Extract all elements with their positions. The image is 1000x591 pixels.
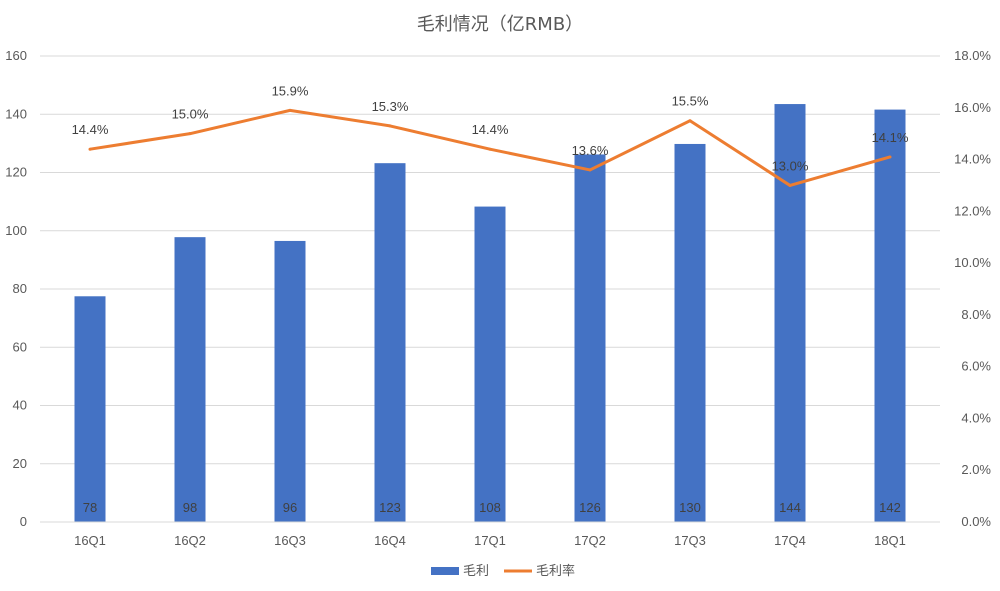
line-value-label: 14.4%	[72, 122, 109, 137]
bar	[174, 237, 206, 522]
line-point	[188, 132, 192, 136]
x-tick-label: 17Q4	[774, 533, 806, 548]
y-left-tick-label: 80	[13, 281, 27, 296]
bar-value-label: 126	[579, 500, 601, 515]
y-left-tick-label: 100	[5, 223, 27, 238]
chart-title: 毛利情况（亿RMB）	[417, 14, 583, 35]
y-right-tick-label: 0.0%	[961, 514, 991, 529]
bar-value-label: 144	[779, 500, 801, 515]
y-right-tick-label: 4.0%	[961, 410, 991, 425]
x-tick-label: 16Q2	[174, 533, 206, 548]
bar-value-label: 108	[479, 500, 501, 515]
line-value-label: 15.5%	[672, 94, 709, 109]
line-point	[388, 124, 392, 128]
bar	[774, 104, 806, 523]
x-tick-label: 16Q4	[374, 533, 406, 548]
bar-value-label: 96	[283, 500, 297, 515]
legend-swatch-gross-profit	[431, 567, 459, 575]
bar-data-labels: 78 98 96 123 108 126 130 144 142	[83, 500, 901, 515]
line-point	[88, 147, 92, 151]
line-point	[488, 147, 492, 151]
y-left-tick-label: 0	[20, 514, 27, 529]
bar	[574, 154, 606, 522]
line-point	[588, 168, 592, 172]
line-value-label: 13.6%	[572, 143, 609, 158]
y-right-tick-label: 12.0%	[954, 203, 991, 218]
x-tick-label: 16Q3	[274, 533, 306, 548]
bar	[474, 206, 506, 523]
y-right-tick-label: 16.0%	[954, 100, 991, 115]
legend-label-gross-margin: 毛利率	[536, 563, 575, 579]
line-value-label: 13.0%	[772, 158, 809, 173]
bar	[874, 109, 906, 522]
line-point	[288, 108, 292, 112]
x-tick-label: 17Q3	[674, 533, 706, 548]
x-tick-label: 18Q1	[874, 533, 906, 548]
line-value-label: 14.1%	[872, 130, 909, 145]
y-left-tick-label: 40	[13, 398, 27, 413]
bar-value-label: 142	[879, 500, 901, 515]
bar	[374, 163, 406, 522]
y-left-tick-label: 120	[5, 165, 27, 180]
bar	[674, 143, 706, 522]
line-value-label: 15.0%	[172, 107, 209, 122]
bar-value-label: 78	[83, 500, 97, 515]
line-point	[788, 183, 792, 187]
line-point	[688, 119, 692, 123]
x-axis: 16Q1 16Q2 16Q3 16Q4 17Q1 17Q2 17Q3 17Q4 18Q1	[40, 521, 940, 548]
bar	[74, 296, 106, 522]
bar-series-gross-profit	[74, 104, 906, 523]
bar-value-label: 98	[183, 500, 197, 515]
x-tick-label: 17Q2	[574, 533, 606, 548]
bar-value-label: 130	[679, 500, 701, 515]
legend: 毛利 毛利率	[431, 563, 575, 579]
y-left-tick-label: 140	[5, 106, 27, 121]
y-left-tick-label: 20	[13, 456, 27, 471]
y-right-tick-label: 2.0%	[961, 462, 991, 477]
y-axis-right: 0.0% 2.0% 4.0% 6.0% 8.0% 10.0% 12.0% 14.0% 16.0%…	[954, 48, 991, 529]
y-right-tick-label: 18.0%	[954, 48, 991, 63]
y-left-tick-label: 160	[5, 48, 27, 63]
bar	[274, 240, 306, 522]
y-left-tick-label: 60	[13, 339, 27, 354]
line-point	[888, 155, 892, 159]
bar-value-label: 123	[379, 500, 401, 515]
line-value-label: 15.9%	[272, 83, 309, 98]
y-axis-left: 0 20 40 60 80 100 120 140 160	[5, 48, 27, 529]
x-tick-label: 17Q1	[474, 533, 506, 548]
line-value-label: 15.3%	[372, 99, 409, 114]
line-value-label: 14.4%	[472, 122, 509, 137]
y-right-tick-label: 8.0%	[961, 307, 991, 322]
y-right-tick-label: 14.0%	[954, 152, 991, 167]
line-series-gross-margin	[88, 108, 892, 187]
legend-label-gross-profit: 毛利	[463, 564, 489, 579]
line-data-labels: 14.4% 15.0% 15.9% 15.3% 14.4% 13.6% 15.5% 13.0%…	[72, 83, 909, 173]
y-right-tick-label: 6.0%	[961, 359, 991, 374]
y-right-tick-label: 10.0%	[954, 255, 991, 270]
x-tick-label: 16Q1	[74, 533, 106, 548]
